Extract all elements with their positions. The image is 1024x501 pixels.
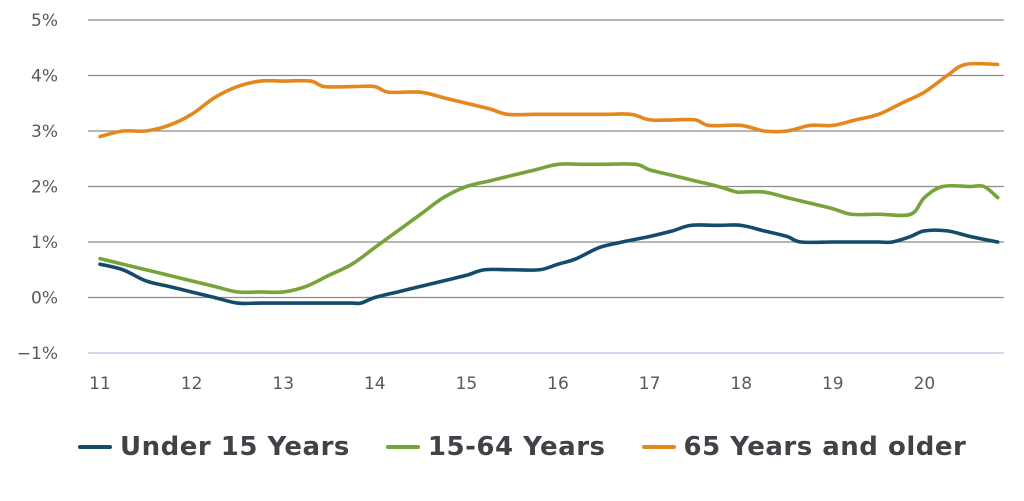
legend-label-under-15: Under 15 Years [120, 432, 350, 462]
legend-label-65-plus: 65 Years and older [683, 432, 967, 462]
y-tick-label: 0% [31, 289, 58, 309]
gridlines [88, 19, 1004, 354]
legend-label-15-64: 15-64 Years [427, 432, 606, 462]
series-line-under-15 [98, 223, 1000, 306]
legend-swatch-65-plus [641, 445, 676, 449]
y-axis-tick-labels: 5% 4% 3% 2% 1% 0% −1% [17, 11, 58, 364]
line-chart: 5% 4% 3% 2% 1% 0% −1% 11 12 13 14 15 16 17 18 19 20 [17, 11, 1004, 394]
series-line-15-64 [98, 162, 1000, 295]
x-tick-label: 18 [730, 374, 752, 394]
x-tick-label: 15 [456, 374, 478, 394]
y-tick-label: 1% [31, 233, 58, 253]
x-tick-label: 17 [639, 374, 661, 394]
x-tick-label: 13 [272, 374, 294, 394]
legend-item-15-64: 15-64 Years [385, 432, 606, 462]
x-tick-label: 11 [89, 374, 111, 394]
x-tick-label: 12 [181, 374, 203, 394]
legend-swatch-15-64 [385, 445, 420, 449]
x-axis-tick-labels: 11 12 13 14 15 16 17 18 19 20 [89, 374, 935, 394]
legend-item-65-plus: 65 Years and older [641, 432, 967, 462]
x-tick-label: 19 [822, 374, 844, 394]
legend-swatch-under-15 [78, 445, 112, 449]
series-line-65-plus [98, 61, 1000, 139]
x-tick-label: 16 [547, 374, 569, 394]
y-tick-label: 4% [31, 67, 58, 87]
y-tick-label: −1% [17, 344, 58, 364]
legend-item-under-15: Under 15 Years [78, 432, 350, 462]
y-tick-label: 5% [31, 11, 58, 31]
series-lines [98, 61, 1000, 306]
x-tick-label: 20 [914, 374, 936, 394]
x-tick-label: 14 [364, 374, 386, 394]
y-tick-label: 3% [31, 122, 58, 142]
legend: Under 15 Years 15-64 Years 65 Years and … [78, 432, 1002, 462]
y-tick-label: 2% [31, 178, 58, 198]
